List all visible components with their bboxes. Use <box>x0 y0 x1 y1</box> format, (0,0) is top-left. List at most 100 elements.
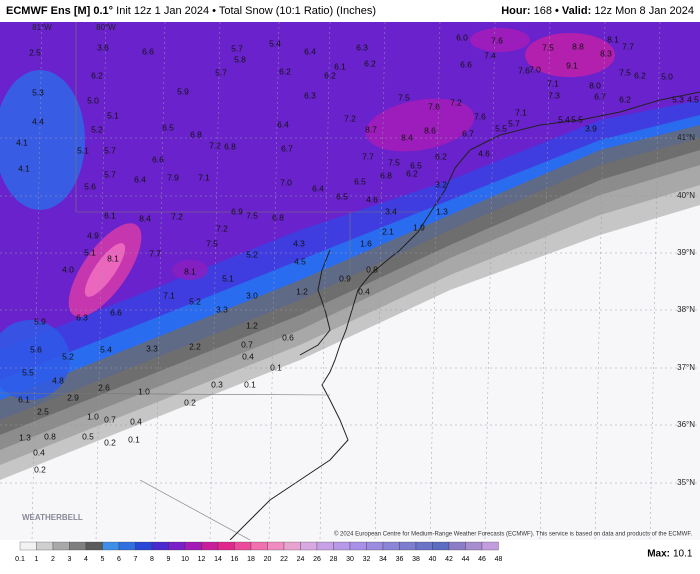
lon-line <box>31 22 43 540</box>
snow-label: 8.3 <box>600 48 612 58</box>
blob <box>84 243 126 297</box>
legend-tick-label: 24 <box>297 556 305 563</box>
snow-label: 0.8 <box>44 431 56 441</box>
model: ECMWF Ens [M] 0.1° <box>6 5 114 17</box>
snow-label: 0.7 <box>104 414 116 424</box>
snow-label: 8.7 <box>365 124 377 134</box>
snow-label: 5.9 <box>177 86 189 96</box>
lon-line <box>649 22 661 540</box>
legend-tick-label: 9 <box>167 556 171 563</box>
legend-tick-label: 34 <box>379 556 387 563</box>
blob <box>365 98 475 152</box>
lon-line <box>374 22 386 540</box>
legend-swatch <box>250 541 268 551</box>
lon-line <box>209 22 221 540</box>
snow-label: 5.1 <box>107 110 119 120</box>
snow-label: 7.5 <box>619 67 631 77</box>
snow-label: 7.6 <box>491 35 503 45</box>
snow-label: 5.1 <box>222 273 234 283</box>
legend-swatch <box>85 541 103 551</box>
legend-swatch <box>135 541 153 551</box>
snow-label: 8.8 <box>572 41 584 51</box>
snow-label: 7.5 <box>398 92 410 102</box>
legend-swatch <box>168 541 186 551</box>
snow-label: 0.7 <box>241 339 253 349</box>
snow-label: 5.7 <box>215 67 227 77</box>
snow-label: 2.9 <box>67 392 79 402</box>
snow-label: 5.9 <box>34 316 46 326</box>
copyright: © 2024 European Centre for Medium-Range … <box>334 531 692 538</box>
snow-label: 8.4 <box>401 132 413 142</box>
snow-label: 2.6 <box>98 382 110 392</box>
snow-label: 0.4 <box>130 416 142 426</box>
legend-swatch <box>151 541 169 551</box>
snow-label: 7.4 <box>484 50 496 60</box>
snow-label: 3.9 <box>585 123 597 133</box>
snow-label: 6.6 <box>142 46 154 56</box>
snow-label: 6.1 <box>104 210 116 220</box>
snow-label: 8.1 <box>107 253 119 263</box>
snow-label: 7.2 <box>209 140 221 150</box>
snow-label: 6.8 <box>190 129 202 139</box>
legend-tick-label: 22 <box>280 556 288 563</box>
snow-label: 4.6 <box>366 194 378 204</box>
lon-label: 80°W <box>96 23 116 32</box>
snow-label: 5.7 <box>231 43 243 53</box>
snow-label: 0.4 <box>358 286 370 296</box>
snow-label: 7.7 <box>622 41 634 51</box>
legend-swatch <box>349 541 367 551</box>
legend-tick-label: 6 <box>117 556 121 563</box>
legend-tick-label: 12 <box>198 556 206 563</box>
snow-label: 0.1 <box>270 362 282 372</box>
snow-label: 0.8 <box>366 264 378 274</box>
snow-label: 2.5 <box>37 406 49 416</box>
labels: 41°N 40°N 39°N 38°N 37°N 36°N 35°N 81°W 80°W 2.5 3… <box>16 23 699 487</box>
snow-label: 7.2 <box>171 211 183 221</box>
snow-label: 6.2 <box>279 66 291 76</box>
snow-label: 6.6 <box>460 59 472 69</box>
snow-label: 6.2 <box>91 70 103 80</box>
snow-label: 2.5 <box>29 47 41 57</box>
snow-label: 8.1 <box>607 34 619 44</box>
legend-swatch <box>465 541 483 551</box>
snow-label: 4.0 <box>62 264 74 274</box>
lon-line <box>268 22 280 540</box>
snow-label: 5.4 <box>269 38 281 48</box>
snow-label: 3.4 <box>385 206 397 216</box>
legend-tick-label: 32 <box>363 556 371 563</box>
legend-swatch <box>481 541 499 551</box>
snow-label: 4.3 <box>293 238 305 248</box>
snow-label: 6.5 <box>336 191 348 201</box>
legend-swatch <box>333 541 351 551</box>
snow-label: 0.3 <box>211 379 223 389</box>
coastline-north <box>469 91 700 151</box>
blob <box>0 70 85 210</box>
legend-swatch <box>267 541 285 551</box>
snow-label: 7.2 <box>344 113 356 123</box>
valid-label: • Valid: <box>555 5 592 17</box>
snow-label: 0.2 <box>104 437 116 447</box>
blob <box>525 33 615 77</box>
legend-tick-label: 18 <box>247 556 255 563</box>
snow-label: 7.7 <box>362 151 374 161</box>
legend-tick-label: 0.1 <box>15 556 25 563</box>
snow-label: 6.5 <box>162 122 174 132</box>
blob <box>0 320 70 400</box>
hour-label: Hour: <box>501 5 531 17</box>
snow-label: 7.0 <box>280 177 292 187</box>
legend-swatch <box>19 541 37 551</box>
hour: 168 <box>533 5 552 17</box>
lon-line <box>319 22 331 540</box>
subtitle: Init 12z 1 Jan 2024 • Total Snow (10:1 R… <box>116 5 376 17</box>
snow-label: 6.2 <box>364 58 376 68</box>
legend-tick-label: 3 <box>68 556 72 563</box>
lon-line <box>429 22 441 540</box>
legend-tick-label: 8 <box>150 556 154 563</box>
snow-label: 4.4 <box>32 116 44 126</box>
legend-tick-label: 44 <box>462 556 470 563</box>
snow-label: 3.6 <box>97 42 109 52</box>
snow-label: 0.6 <box>282 332 294 342</box>
snow-label: 7.1 <box>198 172 210 182</box>
snow-label: 0.9 <box>339 273 351 283</box>
